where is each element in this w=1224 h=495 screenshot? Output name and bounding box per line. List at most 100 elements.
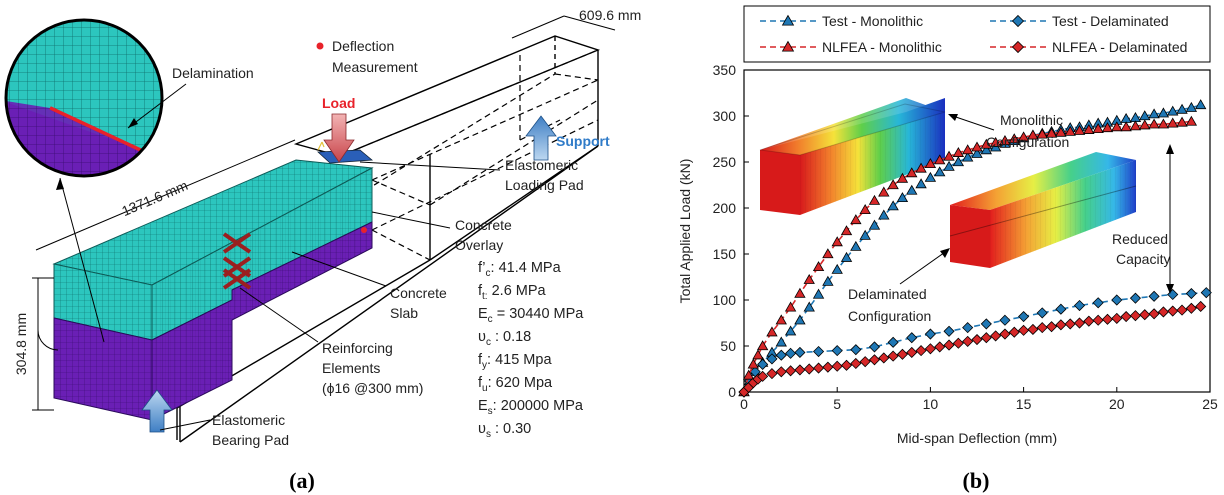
loading-pad-label-2: Loading Pad bbox=[505, 177, 584, 193]
series-3-point-45 bbox=[1139, 309, 1151, 321]
legend-label-2: NLFEA - Monolithic bbox=[822, 39, 942, 55]
panel-b: Test - Monolithic Test - Delaminated NLFEA… bbox=[677, 5, 1218, 493]
beam-mesh bbox=[52, 159, 374, 421]
series-1-point-3 bbox=[757, 358, 769, 370]
series-0-point-11 bbox=[831, 263, 843, 274]
series-0-point-8 bbox=[803, 301, 815, 312]
series-2-point-22 bbox=[924, 158, 937, 168]
overlay-label-2: Overlay bbox=[455, 237, 503, 253]
series-2-point-27 bbox=[971, 141, 983, 152]
deflection-label-2: Measurement bbox=[332, 59, 418, 75]
series-3-point-24 bbox=[943, 339, 955, 351]
legend-marker-2 bbox=[781, 40, 795, 52]
series-2-point-13 bbox=[840, 225, 853, 236]
series-2-point-39 bbox=[1083, 123, 1095, 134]
dim-width bbox=[511, 15, 616, 39]
series-0-point-17 bbox=[887, 200, 899, 211]
series-3-point-22 bbox=[924, 343, 936, 355]
series-2-point-46 bbox=[1148, 118, 1160, 129]
slab-label-2: Slab bbox=[390, 305, 418, 321]
series-3-point-37 bbox=[1064, 318, 1076, 330]
series-0-point-19 bbox=[906, 184, 918, 195]
y-tick-label-2: 100 bbox=[713, 292, 737, 308]
delam-leader-arrow-icon bbox=[940, 248, 950, 258]
series-3-point-27 bbox=[971, 333, 983, 346]
series-3-point-32 bbox=[1018, 324, 1030, 336]
legend-label-3: NLFEA - Delaminated bbox=[1052, 39, 1187, 55]
series-3-point-18 bbox=[887, 350, 899, 362]
series-0-point-47 bbox=[1167, 105, 1179, 116]
series-3-point-47 bbox=[1157, 306, 1169, 318]
series-2-point-43 bbox=[1120, 121, 1132, 132]
axes: 0 5 10 15 20 25050100150200250300350Mid-span … bbox=[677, 62, 1218, 446]
series-3-point-38 bbox=[1073, 317, 1086, 329]
series-0-point-50 bbox=[1194, 99, 1207, 110]
legend-marker-0 bbox=[781, 14, 795, 26]
series-3-point-34 bbox=[1036, 322, 1048, 334]
y-tick-label-7: 350 bbox=[713, 62, 737, 78]
material-properties: f’c: 41.4 MPa ft: 2.6 MPa Ec = 30440 MPa υc… bbox=[478, 260, 584, 440]
series-2-point-28 bbox=[980, 138, 993, 149]
series-2-point-17 bbox=[878, 186, 890, 197]
annotation-delam-1: Delaminated bbox=[848, 286, 927, 302]
property-5: fu: 620 Mpa bbox=[478, 375, 553, 394]
series-1-point-26 bbox=[1148, 290, 1160, 302]
series-0-point-45 bbox=[1148, 108, 1160, 119]
x-tick-label-5: 25 bbox=[1202, 396, 1218, 412]
series-3-point-40 bbox=[1092, 314, 1104, 326]
series-3-point-26 bbox=[962, 335, 974, 347]
series-0-point-7 bbox=[794, 314, 806, 325]
legend-item-1: Test - Delaminated bbox=[990, 13, 1169, 29]
series-3-point-13 bbox=[840, 359, 853, 371]
series-1-point-17 bbox=[980, 318, 992, 330]
series-3-point-5 bbox=[766, 368, 778, 380]
series-2-point-42 bbox=[1111, 121, 1123, 132]
annotation-mono-1: Monolithic bbox=[1000, 112, 1063, 128]
bearing-pad-arrow-icon bbox=[141, 389, 173, 433]
series-1-point-16 bbox=[962, 322, 974, 334]
series-2-point-31 bbox=[1008, 133, 1020, 144]
series-2-point-25 bbox=[952, 146, 965, 157]
series-2-point-23 bbox=[934, 154, 946, 165]
delaminated-beam-image bbox=[949, 152, 1137, 268]
series-2-point-18 bbox=[887, 179, 899, 190]
legend-item-2: NLFEA - Monolithic bbox=[760, 39, 942, 55]
series-3-point-19 bbox=[896, 348, 909, 360]
support-arrow-icon bbox=[525, 115, 557, 161]
series-1-point-8 bbox=[812, 345, 825, 358]
series-2-point-30 bbox=[999, 135, 1011, 145]
series-3-point-42 bbox=[1111, 312, 1123, 324]
series-1-point-22 bbox=[1073, 299, 1086, 312]
y-tick-label-4: 200 bbox=[713, 200, 737, 216]
series-2-point-8 bbox=[794, 287, 806, 298]
property-6: Es: 200000 MPa bbox=[478, 398, 584, 417]
dim-length bbox=[35, 139, 296, 251]
series-2-point-16 bbox=[868, 194, 881, 205]
reduced-arrow-up-icon bbox=[1166, 144, 1174, 154]
x-axis-label: Mid-span Deflection (mm) bbox=[897, 430, 1057, 446]
series-1-point-12 bbox=[887, 336, 899, 348]
series-3-point-36 bbox=[1055, 319, 1067, 331]
y-tick-label-1: 50 bbox=[720, 338, 736, 354]
series-0-point-49 bbox=[1185, 101, 1198, 112]
series-1-point-10 bbox=[850, 344, 862, 356]
series-line-0 bbox=[743, 104, 1201, 393]
delam-leader bbox=[899, 249, 949, 285]
series-3-point-44 bbox=[1129, 310, 1142, 322]
series-line-3 bbox=[743, 305, 1201, 393]
series-2-point-41 bbox=[1101, 122, 1114, 133]
series-3-point-48 bbox=[1167, 305, 1179, 317]
series-3-point-35 bbox=[1045, 321, 1058, 333]
series-0-point-18 bbox=[896, 192, 909, 203]
series-2-point-14 bbox=[850, 214, 862, 225]
y-tick-label-5: 250 bbox=[713, 154, 737, 170]
series-1-point-13 bbox=[906, 332, 918, 344]
legend-item-0: Test - Monolithic bbox=[760, 13, 923, 29]
x-tick-label-1: 5 bbox=[833, 396, 841, 412]
series-2-point-47 bbox=[1157, 118, 1170, 129]
series-0-point-14 bbox=[859, 229, 871, 240]
y-tick-label-3: 150 bbox=[713, 246, 737, 262]
series-2-point-33 bbox=[1027, 129, 1039, 140]
y-axis-label: Total Applied Load (kN) bbox=[677, 159, 693, 304]
x-tick-label-3: 15 bbox=[1016, 396, 1032, 412]
